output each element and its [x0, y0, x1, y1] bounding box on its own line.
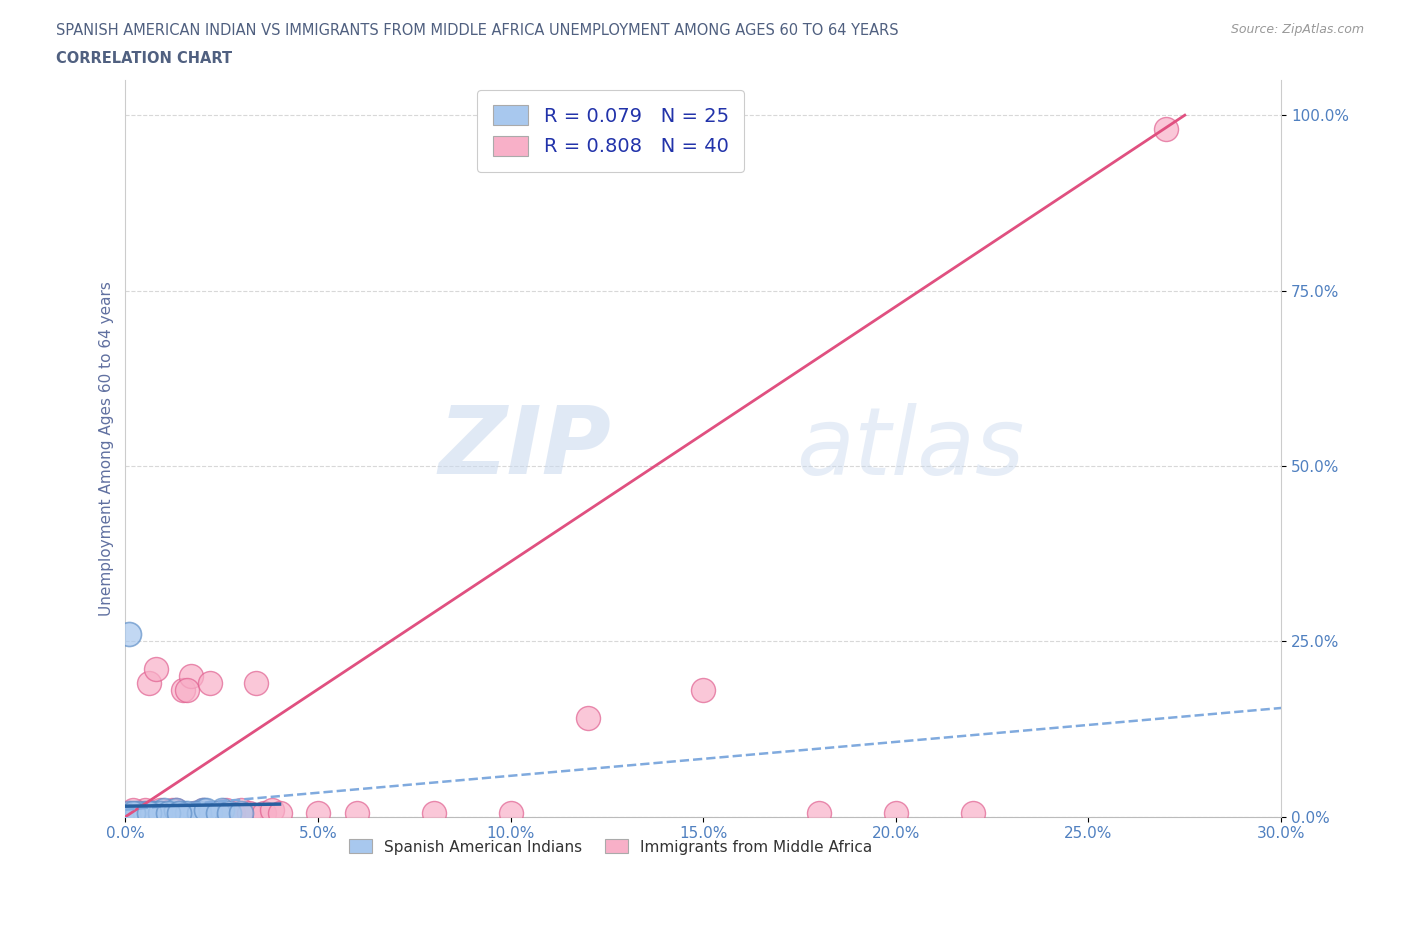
- Point: [191, 803, 214, 817]
- Point: [145, 805, 167, 820]
- Point: [692, 683, 714, 698]
- Point: [153, 803, 176, 817]
- Point: [207, 805, 229, 820]
- Point: [156, 805, 179, 820]
- Y-axis label: Unemployment Among Ages 60 to 64 years: Unemployment Among Ages 60 to 64 years: [100, 281, 114, 616]
- Point: [129, 805, 152, 820]
- Point: [172, 805, 194, 820]
- Point: [211, 803, 233, 817]
- Point: [149, 803, 172, 817]
- Point: [962, 805, 984, 820]
- Point: [187, 805, 209, 820]
- Point: [187, 805, 209, 820]
- Point: [122, 803, 145, 817]
- Point: [172, 683, 194, 698]
- Legend: Spanish American Indians, Immigrants from Middle Africa: Spanish American Indians, Immigrants fro…: [343, 833, 879, 860]
- Point: [269, 805, 291, 820]
- Point: [222, 805, 245, 820]
- Point: [134, 803, 156, 817]
- Point: [165, 803, 187, 817]
- Point: [229, 803, 252, 817]
- Point: [153, 805, 176, 820]
- Point: [149, 805, 172, 820]
- Text: Source: ZipAtlas.com: Source: ZipAtlas.com: [1230, 23, 1364, 36]
- Text: atlas: atlas: [796, 403, 1024, 494]
- Point: [184, 805, 207, 820]
- Point: [191, 803, 214, 817]
- Point: [200, 805, 222, 820]
- Point: [141, 805, 163, 820]
- Point: [165, 803, 187, 817]
- Point: [122, 805, 145, 820]
- Point: [125, 805, 148, 820]
- Point: [346, 805, 368, 820]
- Point: [245, 676, 267, 691]
- Point: [260, 803, 283, 817]
- Point: [200, 676, 222, 691]
- Point: [125, 805, 148, 820]
- Point: [307, 805, 329, 820]
- Point: [195, 803, 218, 817]
- Point: [176, 683, 198, 698]
- Point: [169, 805, 191, 820]
- Point: [180, 669, 202, 684]
- Point: [499, 805, 522, 820]
- Point: [207, 805, 229, 820]
- Point: [176, 805, 198, 820]
- Point: [141, 805, 163, 820]
- Point: [145, 662, 167, 677]
- Text: CORRELATION CHART: CORRELATION CHART: [56, 51, 232, 66]
- Point: [229, 805, 252, 820]
- Point: [238, 805, 260, 820]
- Point: [134, 805, 156, 820]
- Point: [169, 805, 191, 820]
- Point: [576, 711, 599, 726]
- Point: [253, 805, 276, 820]
- Point: [160, 803, 183, 817]
- Point: [807, 805, 830, 820]
- Point: [184, 805, 207, 820]
- Point: [156, 805, 179, 820]
- Point: [138, 676, 160, 691]
- Text: SPANISH AMERICAN INDIAN VS IMMIGRANTS FROM MIDDLE AFRICA UNEMPLOYMENT AMONG AGES: SPANISH AMERICAN INDIAN VS IMMIGRANTS FR…: [56, 23, 898, 38]
- Point: [214, 803, 236, 817]
- Point: [1154, 122, 1177, 137]
- Point: [160, 805, 183, 820]
- Point: [138, 805, 160, 820]
- Point: [118, 627, 141, 642]
- Text: ZIP: ZIP: [437, 403, 610, 495]
- Point: [422, 805, 444, 820]
- Point: [884, 805, 907, 820]
- Point: [118, 805, 141, 820]
- Point: [118, 805, 141, 820]
- Point: [218, 805, 240, 820]
